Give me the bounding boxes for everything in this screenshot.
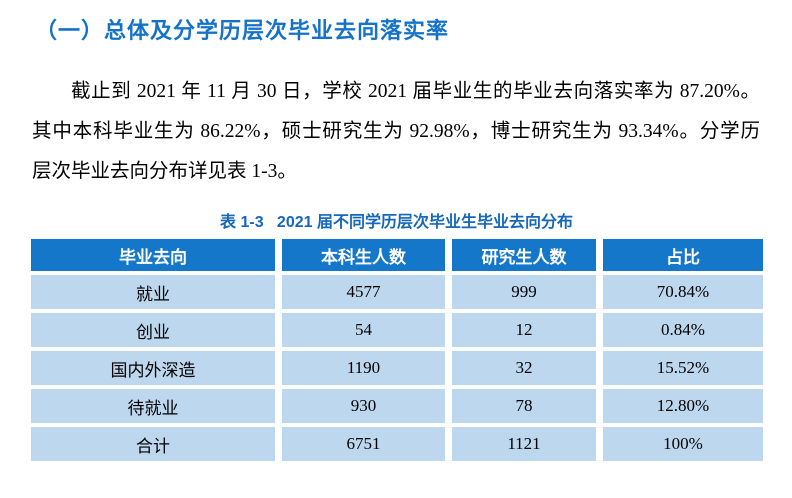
row-further-study-postgrad: 32 (452, 351, 596, 385)
report-page: { "page": { "heading": "（一）总体及分学历层次毕业去向落… (0, 13, 792, 498)
row-further-study-undergrad: 1190 (282, 351, 445, 385)
row-employment-undergrad: 4577 (282, 275, 445, 309)
row-entrepreneurship-ratio: 0.84% (603, 313, 763, 347)
graduation-destination-table: 毕业去向 本科生人数 研究生人数 占比 就业 4577 999 70.84% 创… (31, 239, 763, 461)
table-caption: 表 1-3 2021 届不同学历层次毕业生毕业去向分布 (220, 214, 573, 231)
row-further-study-ratio: 15.52% (603, 351, 763, 385)
header-cell-destination: 毕业去向 (31, 239, 275, 271)
row-total-ratio: 100% (603, 427, 763, 461)
header-cell-postgraduate-count: 研究生人数 (452, 239, 596, 271)
paragraph-line-3: 层次毕业去向分布详见表 1-3。 (32, 161, 297, 182)
row-entrepreneurship-undergrad: 54 (282, 313, 445, 347)
paragraph-line-2: 其中本科毕业生为 86.22%，硕士研究生为 92.98%，博士研究生为 93.… (32, 121, 760, 142)
row-total-postgrad: 1121 (452, 427, 596, 461)
row-employment-ratio: 70.84% (603, 275, 763, 309)
row-entrepreneurship-label: 创业 (31, 313, 275, 347)
section-heading: （一）总体及分学历层次毕业去向落实率 (35, 18, 450, 43)
row-employment-label: 就业 (31, 275, 275, 309)
row-entrepreneurship-postgrad: 12 (452, 313, 596, 347)
row-pending-employment-ratio: 12.80% (603, 389, 763, 423)
row-total-label: 合计 (31, 427, 275, 461)
row-total-undergrad: 6751 (282, 427, 445, 461)
body-paragraph: 截止到 2021 年 11 月 30 日，学校 2021 届毕业生的毕业去向落实… (32, 72, 760, 192)
row-pending-employment-undergrad: 930 (282, 389, 445, 423)
row-employment-postgrad: 999 (452, 275, 596, 309)
paragraph-line-1: 截止到 2021 年 11 月 30 日，学校 2021 届毕业生的毕业去向落实… (71, 81, 760, 102)
row-pending-employment-label: 待就业 (31, 389, 275, 423)
row-further-study-label: 国内外深造 (31, 351, 275, 385)
row-pending-employment-postgrad: 78 (452, 389, 596, 423)
header-cell-undergraduate-count: 本科生人数 (282, 239, 445, 271)
header-cell-ratio: 占比 (603, 239, 763, 271)
